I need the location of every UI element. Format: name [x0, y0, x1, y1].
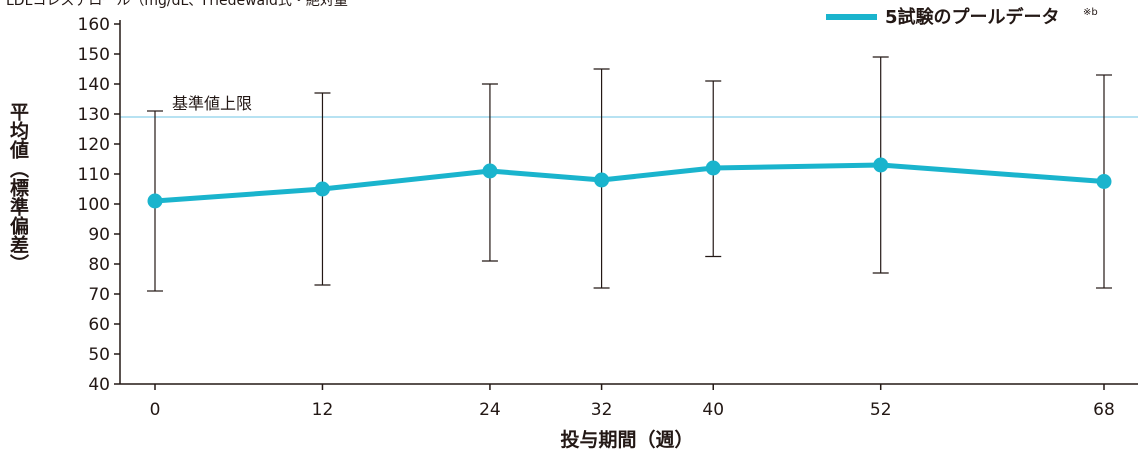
y-tick-label: 150	[78, 45, 110, 65]
x-tick-label: 0	[150, 400, 161, 420]
y-tick-label: 100	[78, 195, 110, 215]
data-point	[314, 181, 330, 197]
x-axis-title: 投与期間（週）	[560, 428, 693, 451]
x-tick-label: 12	[312, 400, 334, 420]
data-point	[1096, 174, 1112, 189]
y-tick-label: 60	[88, 315, 110, 335]
reference-line-label: 基準値上限	[172, 94, 252, 113]
y-tick-label: 130	[78, 105, 110, 125]
data-point	[873, 157, 889, 173]
series-line	[154, 162, 1105, 204]
y-axis-title: 平均値（標準偏差）	[7, 102, 30, 273]
y-tick-label: 90	[88, 225, 110, 245]
y-tick-label: 70	[88, 285, 110, 305]
y-tick-label: 160	[78, 15, 110, 35]
x-tick-label: 40	[702, 400, 724, 420]
y-tick-label: 140	[78, 75, 110, 95]
plot-area: 基準値上限 40 50 60 70 80 90 100 110 120 130 140 150 160 0 1…	[78, 15, 1138, 420]
x-tick-label: 52	[870, 400, 892, 420]
legend: 5試験のプールデータ ※b	[826, 6, 1098, 28]
top-caption: LDLコレステロール（mg/dL、Friedewald式・絶対量	[6, 0, 348, 9]
x-tick-label: 32	[591, 400, 613, 420]
y-tick-label: 110	[78, 165, 110, 185]
y-axis-title-text: 平均値（標準偏差）	[7, 102, 30, 273]
data-point	[594, 172, 610, 188]
x-tick-label: 68	[1093, 400, 1115, 420]
x-tick-label: 24	[479, 400, 501, 420]
y-tick-label: 80	[88, 255, 110, 275]
data-point	[482, 163, 498, 179]
y-tick-label: 50	[88, 345, 110, 365]
y-tick-label: 120	[78, 135, 110, 155]
data-point	[705, 160, 721, 176]
legend-label: 5試験のプールデータ	[885, 6, 1060, 28]
legend-note: ※b	[1083, 7, 1098, 18]
y-tick-label: 40	[88, 375, 110, 395]
data-point	[147, 193, 163, 209]
